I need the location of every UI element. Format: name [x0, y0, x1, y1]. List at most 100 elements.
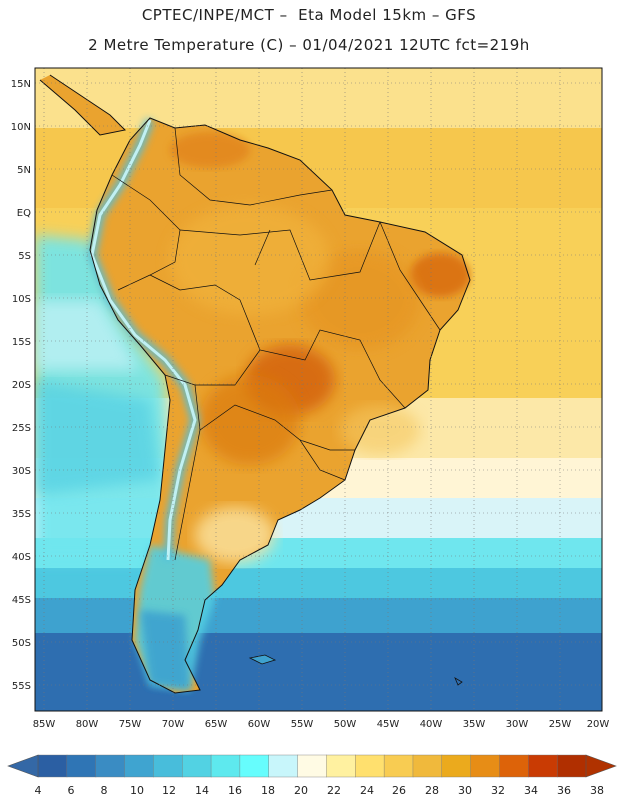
hot-region-venezuela	[170, 132, 250, 168]
lat-label: 5S	[18, 251, 31, 262]
legend-label: 20	[294, 784, 308, 797]
ocean-teal-band	[35, 568, 602, 598]
legend-swatches	[37, 754, 587, 778]
legend-swatch	[470, 754, 500, 778]
lon-label: 50W	[334, 719, 357, 730]
south-georgia	[454, 677, 463, 686]
legend-label: 24	[360, 784, 374, 797]
legend-label: 32	[491, 784, 505, 797]
lat-label: 45S	[12, 595, 31, 606]
legend-label: 14	[195, 784, 209, 797]
lon-label: 35W	[463, 719, 486, 730]
legend-label: 26	[392, 784, 406, 797]
lon-label: 55W	[291, 719, 314, 730]
andes-peaks	[90, 119, 197, 561]
legend-label: 12	[162, 784, 176, 797]
legend-cap-right	[585, 754, 617, 778]
lat-label: 15N	[11, 79, 31, 90]
pacific-pale-water	[35, 300, 140, 370]
legend-swatch	[210, 754, 241, 778]
hot-region-northeast	[410, 253, 470, 297]
coastline	[89, 117, 471, 694]
legend-label: 22	[327, 784, 341, 797]
lat-label: 20S	[12, 380, 31, 391]
temperature-map: 15N 10N 5N EQ 5S 10S 15S 20S 25S 30S 35S…	[11, 67, 610, 730]
pacific-cooler-water	[35, 380, 160, 495]
legend-label: 38	[590, 784, 604, 797]
lat-label: EQ	[17, 208, 31, 219]
legend-swatch	[239, 754, 270, 778]
legend-label: 6	[68, 784, 75, 797]
lon-label: 45W	[377, 719, 400, 730]
central-america-land	[40, 75, 125, 135]
lon-label: 20W	[587, 719, 610, 730]
legend-swatch	[37, 754, 68, 778]
lon-label: 40W	[420, 719, 443, 730]
legend-swatch	[326, 754, 356, 778]
legend-swatch	[556, 754, 587, 778]
lat-label: 30S	[12, 466, 31, 477]
hot-region-chaco	[200, 375, 300, 465]
legend-swatch	[124, 754, 154, 778]
lon-label: 75W	[119, 719, 142, 730]
map-frame	[34, 67, 603, 712]
legend-labels: 4 6 8 10 12 14 16 18 20 22 24 26 28 30 3…	[35, 784, 605, 797]
legend-label: 4	[35, 784, 42, 797]
legend-swatch	[383, 754, 414, 778]
legend-swatch	[182, 754, 212, 778]
legend-label: 16	[228, 784, 242, 797]
lon-label: 70W	[162, 719, 185, 730]
ocean-north-pale	[35, 68, 602, 128]
lat-label: 10N	[11, 122, 31, 133]
lat-label: 35S	[12, 509, 31, 520]
lat-label: 55S	[12, 681, 31, 692]
lon-label: 30W	[506, 719, 529, 730]
lat-label: 40S	[12, 552, 31, 563]
lat-label: 10S	[12, 294, 31, 305]
legend-label: 36	[557, 784, 571, 797]
lon-label: 65W	[205, 719, 228, 730]
legend-swatch	[153, 754, 183, 778]
lat-label: 25S	[12, 423, 31, 434]
mild-region-pampas	[195, 507, 275, 563]
country-borders	[111, 127, 441, 561]
tierra-del-fuego-cold	[140, 610, 190, 690]
legend-swatch	[355, 754, 385, 778]
lon-label: 85W	[33, 719, 56, 730]
mild-region-amazon	[170, 205, 330, 315]
legend-swatch	[66, 754, 97, 778]
legend-label: 30	[458, 784, 472, 797]
lat-label: 15S	[12, 337, 31, 348]
falkland-islands	[248, 654, 277, 665]
legend-label: 10	[130, 784, 144, 797]
lon-label: 60W	[248, 719, 271, 730]
legend-cap-left	[7, 754, 39, 778]
ocean-deep-band	[35, 633, 602, 711]
lat-label: 5N	[17, 165, 31, 176]
map-title-line1: CPTEC/INPE/MCT – Eta Model 15km – GFS	[141, 6, 477, 24]
legend-label: 34	[524, 784, 538, 797]
map-grid	[35, 68, 602, 711]
legend-label: 8	[101, 784, 108, 797]
legend-swatch	[412, 754, 443, 778]
legend-swatch	[441, 754, 472, 778]
central-america-coast	[39, 74, 127, 136]
lon-label: 25W	[549, 719, 572, 730]
legend-swatch	[297, 754, 327, 778]
longitude-labels: 85W 80W 75W 70W 65W 60W 55W 50W 45W 40W …	[33, 719, 610, 730]
map-title-line2: 2 Metre Temperature (C) – 01/04/2021 12U…	[88, 36, 530, 54]
legend-swatch	[95, 754, 126, 778]
lon-label: 80W	[76, 719, 99, 730]
legend-label: 28	[425, 784, 439, 797]
legend-swatch	[528, 754, 558, 778]
latitude-labels: 15N 10N 5N EQ 5S 10S 15S 20S 25S 30S 35S…	[11, 79, 31, 692]
ocean-blue-band	[35, 598, 602, 633]
lat-label: 50S	[12, 638, 31, 649]
legend-swatch	[268, 754, 299, 778]
legend-label: 18	[261, 784, 275, 797]
legend-swatch	[499, 754, 529, 778]
mild-region-southeast	[340, 405, 420, 455]
warm-region-cerrado	[300, 250, 420, 350]
color-legend: 4 6 8 10 12 14 16 18 20 22 24 26 28 30 3…	[7, 754, 617, 797]
map-field	[35, 68, 602, 711]
